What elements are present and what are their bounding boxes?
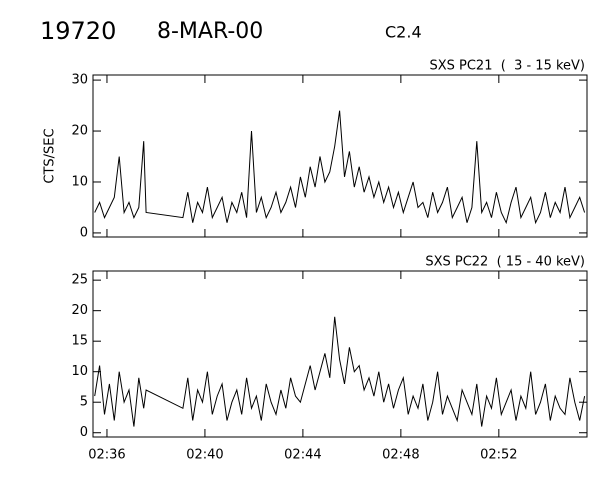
y-tick-label: 15 xyxy=(71,334,88,349)
y-tick-label: 25 xyxy=(71,273,88,288)
y-tick-label: 20 xyxy=(71,124,88,139)
panel-title: SXS PC21 ( 3 - 15 keV) xyxy=(429,59,585,74)
plot-frame xyxy=(92,270,588,438)
panel-title: SXS PC22 ( 15 - 40 keV) xyxy=(425,255,585,270)
y-tick-label: 0 xyxy=(80,225,88,240)
y-tick-label: 30 xyxy=(71,73,88,88)
y-tick-label: 5 xyxy=(80,395,88,410)
data-line xyxy=(94,316,586,427)
event-date: 8-MAR-00 xyxy=(157,19,263,44)
x-tick-label: 02:40 xyxy=(186,448,223,463)
y-tick-label: 10 xyxy=(71,174,88,189)
flare-class: C2.4 xyxy=(385,23,422,42)
x-tick-label: 02:44 xyxy=(284,448,321,463)
event-id: 19720 xyxy=(40,17,116,45)
plot-frame xyxy=(92,74,588,238)
data-line xyxy=(94,110,586,225)
x-tick-label: 02:48 xyxy=(382,448,419,463)
x-tick-label: 02:36 xyxy=(88,448,125,463)
y-tick-label: 20 xyxy=(71,303,88,318)
x-tick-label: 02:52 xyxy=(480,448,517,463)
y-tick-label: 10 xyxy=(71,364,88,379)
y-axis-label: CTS/SEC xyxy=(43,128,58,183)
y-tick-label: 0 xyxy=(80,425,88,440)
